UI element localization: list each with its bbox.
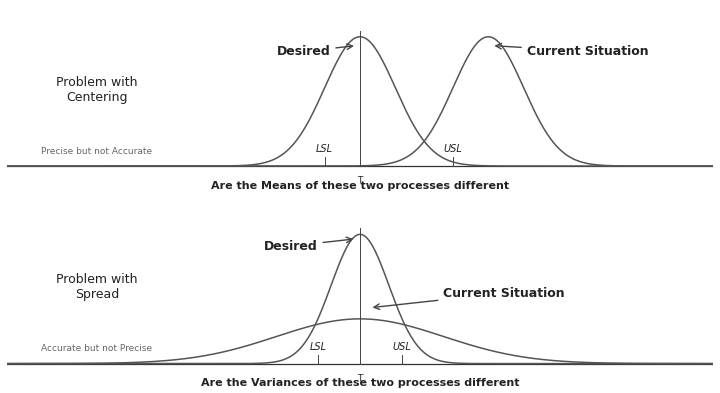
Text: USL: USL — [392, 342, 411, 352]
Text: Problem with
Centering: Problem with Centering — [56, 75, 138, 104]
Text: Accurate but not Precise: Accurate but not Precise — [42, 344, 153, 353]
Text: Desired: Desired — [264, 237, 352, 253]
Text: Current Situation: Current Situation — [374, 286, 565, 309]
Text: LSL: LSL — [316, 144, 333, 154]
Text: T: T — [357, 176, 363, 185]
Text: Problem with
Spread: Problem with Spread — [56, 273, 138, 301]
Text: T: T — [357, 374, 363, 383]
Text: Current Situation: Current Situation — [496, 43, 649, 58]
Text: Are the Means of these two processes different: Are the Means of these two processes dif… — [211, 181, 509, 191]
Text: LSL: LSL — [310, 342, 327, 352]
Text: Are the Variances of these two processes different: Are the Variances of these two processes… — [201, 378, 519, 388]
Text: Desired: Desired — [276, 44, 353, 58]
Text: USL: USL — [444, 144, 462, 154]
Text: Precise but not Accurate: Precise but not Accurate — [42, 147, 153, 156]
